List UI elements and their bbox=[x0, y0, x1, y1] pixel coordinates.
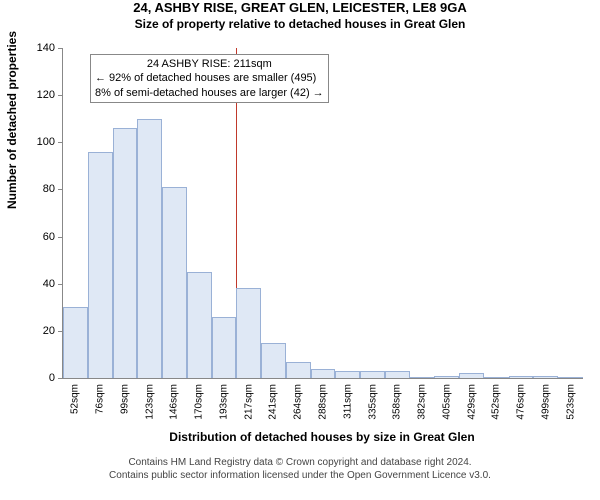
histogram-bar bbox=[410, 377, 435, 378]
histogram-bar bbox=[88, 152, 113, 378]
y-tick bbox=[58, 189, 63, 190]
footer-line-2: Contains public sector information licen… bbox=[0, 469, 600, 482]
y-tick-label: 80 bbox=[43, 183, 55, 195]
page-title: 24, ASHBY RISE, GREAT GLEN, LEICESTER, L… bbox=[0, 0, 600, 15]
histogram-bar bbox=[187, 272, 212, 378]
y-tick bbox=[58, 142, 63, 143]
histogram-bar bbox=[459, 373, 484, 378]
x-tick-label: 523sqm bbox=[565, 384, 576, 420]
histogram-bar bbox=[434, 376, 459, 378]
y-tick-label: 40 bbox=[43, 278, 55, 290]
x-tick-label: 241sqm bbox=[268, 384, 279, 420]
annotation-line-2: ← 92% of detached houses are smaller (49… bbox=[95, 71, 324, 85]
y-tick-label: 140 bbox=[37, 42, 55, 54]
x-tick-label: 311sqm bbox=[342, 384, 353, 419]
histogram-bar bbox=[311, 369, 336, 378]
y-tick-label: 120 bbox=[37, 89, 55, 101]
y-tick-label: 100 bbox=[37, 136, 55, 148]
histogram-bar bbox=[360, 371, 385, 378]
histogram-bar bbox=[162, 187, 187, 378]
y-tick bbox=[58, 284, 63, 285]
x-tick-label: 193sqm bbox=[218, 384, 229, 420]
histogram-bar bbox=[236, 288, 261, 378]
y-tick bbox=[58, 378, 63, 379]
annotation-line-1: 24 ASHBY RISE: 211sqm bbox=[95, 57, 324, 71]
x-tick-label: 499sqm bbox=[540, 384, 551, 420]
x-tick-label: 99sqm bbox=[119, 384, 130, 414]
y-tick-label: 60 bbox=[43, 231, 55, 243]
annotation-box: 24 ASHBY RISE: 211sqm ← 92% of detached … bbox=[90, 54, 329, 103]
histogram-bar bbox=[385, 371, 410, 378]
histogram-bar bbox=[286, 362, 311, 379]
histogram-bar bbox=[335, 371, 360, 378]
x-tick-label: 217sqm bbox=[243, 384, 254, 420]
histogram-bar bbox=[509, 376, 534, 378]
y-tick-label: 20 bbox=[43, 325, 55, 337]
x-tick-label: 405sqm bbox=[441, 384, 452, 420]
y-tick bbox=[58, 95, 63, 96]
y-axis-label: Number of detached properties bbox=[5, 20, 19, 220]
x-axis-label: Distribution of detached houses by size … bbox=[62, 430, 582, 444]
page-subtitle: Size of property relative to detached ho… bbox=[0, 17, 600, 31]
histogram-bar bbox=[212, 317, 237, 378]
x-tick-label: 146sqm bbox=[169, 384, 180, 420]
y-tick bbox=[58, 48, 63, 49]
x-tick-label: 476sqm bbox=[516, 384, 527, 420]
x-tick-label: 335sqm bbox=[367, 384, 378, 420]
x-tick-label: 382sqm bbox=[417, 384, 428, 420]
histogram-bar bbox=[558, 377, 583, 378]
footer-line-1: Contains HM Land Registry data © Crown c… bbox=[0, 456, 600, 469]
x-tick-label: 429sqm bbox=[466, 384, 477, 420]
x-tick-label: 358sqm bbox=[392, 384, 403, 420]
histogram-bar bbox=[484, 377, 509, 378]
x-tick-label: 170sqm bbox=[194, 384, 205, 420]
histogram-plot: 24 ASHBY RISE: 211sqm ← 92% of detached … bbox=[62, 48, 583, 379]
x-tick-label: 288sqm bbox=[318, 384, 329, 420]
footer: Contains HM Land Registry data © Crown c… bbox=[0, 456, 600, 482]
y-tick-label: 0 bbox=[49, 372, 55, 384]
x-tick-label: 452sqm bbox=[491, 384, 502, 420]
x-tick-label: 52sqm bbox=[70, 384, 81, 414]
histogram-bar bbox=[113, 128, 138, 378]
x-tick-label: 264sqm bbox=[293, 384, 304, 420]
histogram-bar bbox=[137, 119, 162, 378]
histogram-bar bbox=[63, 307, 88, 378]
histogram-bar bbox=[261, 343, 286, 378]
histogram-bar bbox=[533, 376, 558, 378]
annotation-line-3: 8% of semi-detached houses are larger (4… bbox=[95, 86, 324, 100]
x-tick-label: 123sqm bbox=[144, 384, 155, 420]
y-tick bbox=[58, 237, 63, 238]
x-tick-label: 76sqm bbox=[95, 384, 106, 414]
